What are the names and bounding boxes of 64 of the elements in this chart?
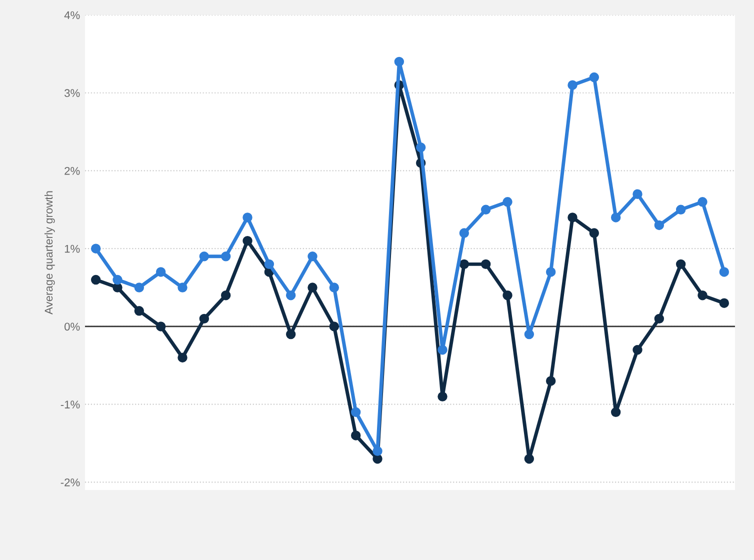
point xyxy=(719,267,730,277)
point xyxy=(112,274,122,285)
point xyxy=(676,204,686,215)
point xyxy=(654,314,664,324)
point xyxy=(220,290,231,300)
y-tick-label: 0% xyxy=(64,322,80,331)
point xyxy=(502,290,512,300)
point xyxy=(568,212,578,222)
point xyxy=(438,344,448,355)
y-tick-label: -1% xyxy=(60,400,80,408)
point xyxy=(546,267,556,277)
point xyxy=(589,228,600,238)
y-axis-title: Average quarterly growth xyxy=(44,191,55,314)
point xyxy=(199,252,210,262)
point xyxy=(350,430,361,440)
point xyxy=(416,142,426,152)
point xyxy=(308,282,318,292)
point xyxy=(90,274,101,285)
point xyxy=(134,282,144,292)
point xyxy=(264,259,274,270)
point xyxy=(394,56,404,67)
point xyxy=(308,252,318,262)
point xyxy=(698,197,708,207)
point xyxy=(698,290,708,300)
y-tick-label: 3% xyxy=(64,89,80,98)
point xyxy=(480,204,491,215)
y-tick-label: 1% xyxy=(64,244,80,253)
point xyxy=(524,329,534,340)
point xyxy=(242,212,252,222)
point xyxy=(286,329,296,340)
point xyxy=(134,306,144,316)
point xyxy=(286,290,296,300)
point xyxy=(156,267,166,277)
point xyxy=(220,252,231,262)
y-tick-label: -2% xyxy=(60,478,80,486)
point xyxy=(459,259,470,270)
point xyxy=(242,236,252,246)
point xyxy=(329,322,340,332)
point xyxy=(480,259,491,270)
point xyxy=(546,376,556,386)
point xyxy=(632,344,642,355)
point xyxy=(502,197,512,207)
point xyxy=(654,220,664,230)
point xyxy=(156,322,166,332)
point xyxy=(568,80,578,90)
point xyxy=(329,282,340,292)
point xyxy=(610,212,621,222)
point xyxy=(610,407,621,417)
y-tick-label: 4% xyxy=(64,11,80,20)
point xyxy=(589,72,600,82)
point xyxy=(632,189,642,199)
point xyxy=(350,407,361,417)
point xyxy=(199,314,210,324)
point xyxy=(90,244,101,254)
point xyxy=(719,298,730,308)
point xyxy=(524,454,534,464)
point xyxy=(112,282,122,292)
point xyxy=(676,259,686,270)
point xyxy=(459,228,470,238)
y-tick-label: 2% xyxy=(64,167,80,175)
point xyxy=(178,282,188,292)
point xyxy=(372,446,382,456)
point xyxy=(438,392,448,402)
point xyxy=(178,352,188,362)
